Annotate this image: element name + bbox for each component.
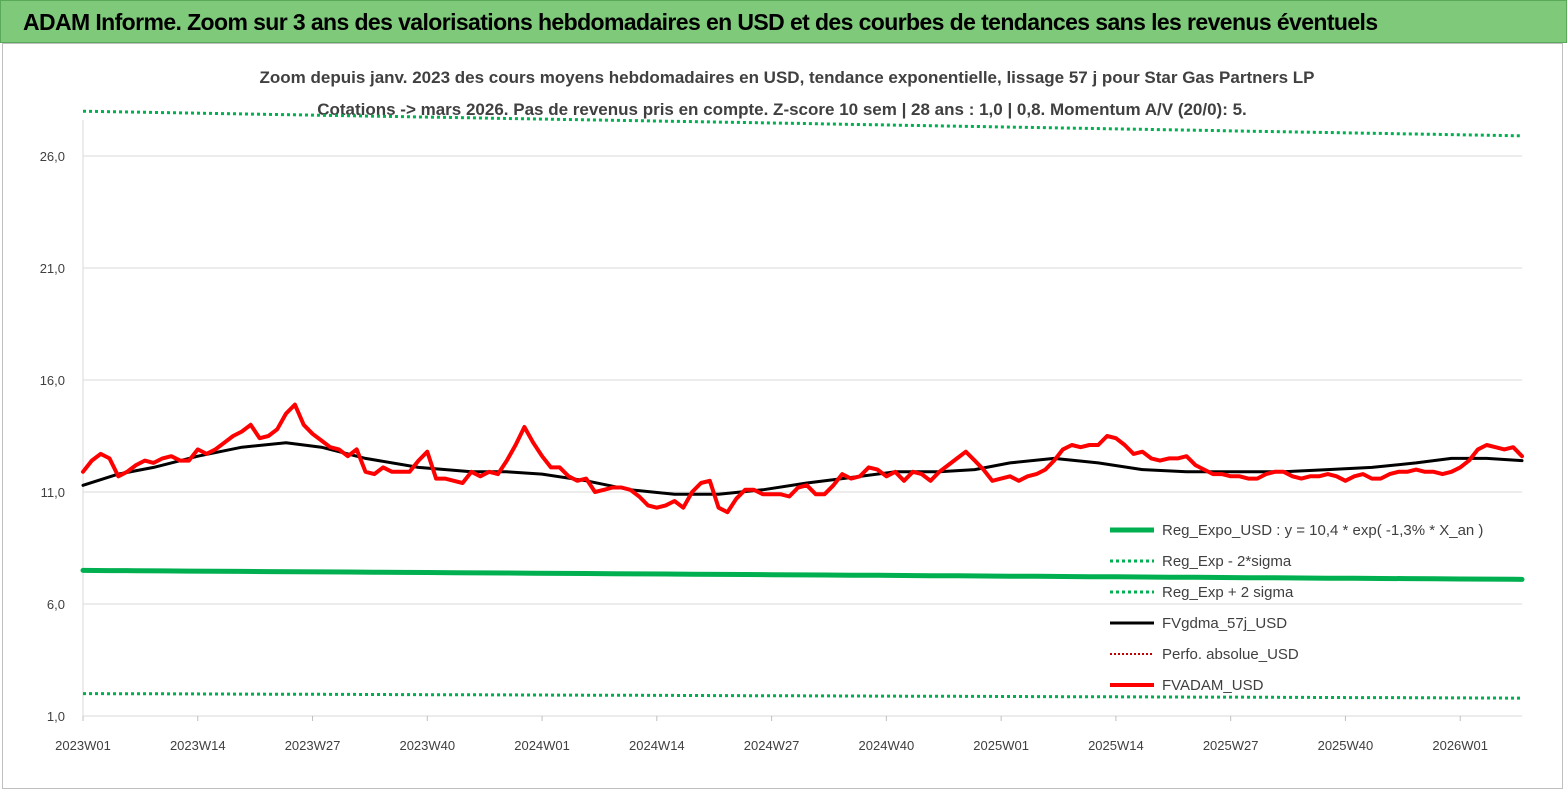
x-tick-label: 2023W40 xyxy=(399,738,455,753)
x-tick-label: 2024W14 xyxy=(629,738,685,753)
chart-title: Zoom depuis janv. 2023 des cours moyens … xyxy=(260,68,1315,87)
x-tick-label: 2024W27 xyxy=(744,738,800,753)
series-line-5 xyxy=(81,402,1524,515)
x-tick-label: 2025W40 xyxy=(1318,738,1374,753)
x-tick-label: 2023W14 xyxy=(170,738,226,753)
y-tick-label: 21,0 xyxy=(40,261,65,276)
y-axis: 1,0 6,0 11,0 16,0 21,0 26,0 xyxy=(40,149,65,724)
report-title: ADAM Informe. Zoom sur 3 ans des valoris… xyxy=(23,9,1378,35)
report-banner: ADAM Informe. Zoom sur 3 ans des valoris… xyxy=(0,0,1567,43)
y-tick-label: 1,0 xyxy=(47,709,65,724)
legend-label: Reg_Expo_USD : y = 10,4 * exp( -1,3% * X… xyxy=(1162,522,1483,539)
legend-label: Reg_Exp + 2 sigma xyxy=(1162,584,1294,601)
x-tick-label: 2025W01 xyxy=(973,738,1029,753)
x-tick-label: 2023W27 xyxy=(285,738,341,753)
y-tick-label: 26,0 xyxy=(40,149,65,164)
series-group xyxy=(80,109,1525,700)
x-tick-label: 2023W01 xyxy=(55,738,111,753)
y-tick-label: 6,0 xyxy=(47,597,65,612)
series-line-2 xyxy=(82,109,1523,138)
x-tick-label: 2026W01 xyxy=(1432,738,1488,753)
series-line-1 xyxy=(82,692,1522,700)
series-line-0 xyxy=(80,567,1525,582)
x-tick-label: 2025W27 xyxy=(1203,738,1259,753)
x-axis: 2023W01 2023W14 2023W27 2023W40 2024W01 2024W… xyxy=(55,716,1488,753)
legend-label: Perfo. absolue_USD xyxy=(1162,646,1299,663)
series-line-3 xyxy=(81,441,1524,496)
legend-label: FVADAM_USD xyxy=(1162,677,1264,694)
chart-subtitle: Cotations -> mars 2026. Pas de revenus p… xyxy=(317,100,1247,119)
legend: Reg_Expo_USD : y = 10,4 * exp( -1,3% * X… xyxy=(1110,522,1483,694)
y-tick-label: 11,0 xyxy=(41,485,65,500)
x-tick-label: 2025W14 xyxy=(1088,738,1144,753)
gridlines xyxy=(82,120,1522,717)
x-tick-label: 2024W40 xyxy=(859,738,915,753)
legend-label: FVgdma_57j_USD xyxy=(1162,615,1287,632)
legend-label: Reg_Exp - 2*sigma xyxy=(1162,553,1292,570)
y-tick-label: 16,0 xyxy=(40,373,65,388)
plot-panel xyxy=(2,43,1563,789)
x-tick-label: 2024W01 xyxy=(514,738,570,753)
